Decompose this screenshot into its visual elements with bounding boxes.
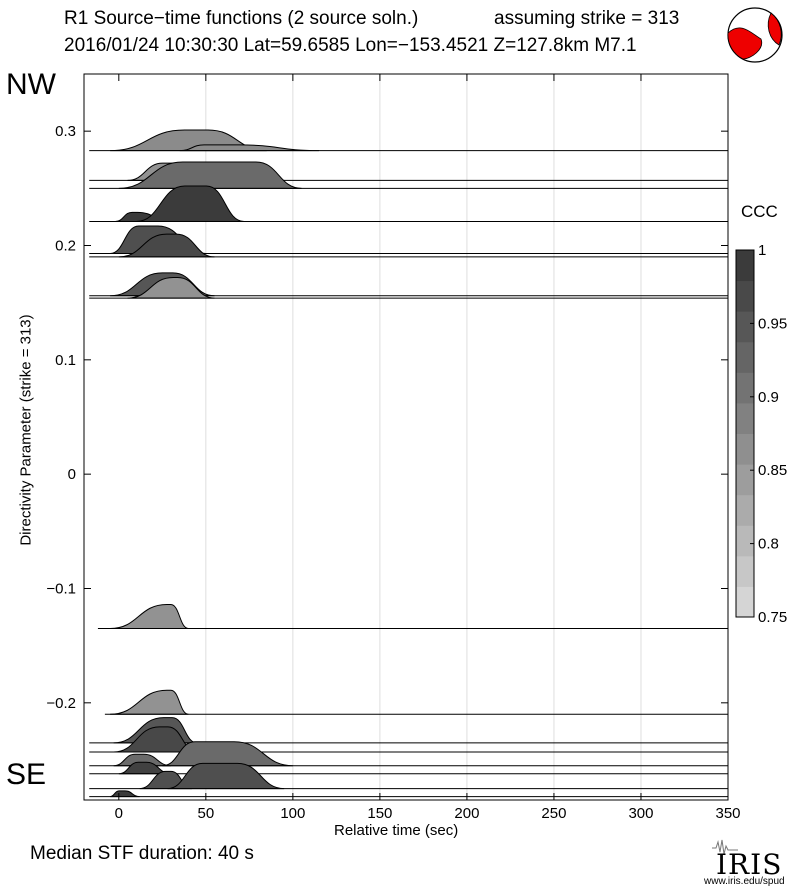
x-tick-label: 300 (628, 805, 653, 822)
strike-label: assuming strike = 313 (494, 8, 680, 29)
x-tick-label: 150 (367, 805, 392, 822)
stf-pulse (136, 185, 245, 222)
colorbar-title: CCC (741, 202, 778, 221)
beachball-compression-quadrant (767, 12, 782, 46)
x-tick-label: 250 (541, 805, 566, 822)
colorbar-swatch (736, 525, 754, 557)
y-axis-label: Directivity Parameter (strike = 313) (17, 314, 35, 546)
x-tick-label: 50 (197, 805, 214, 822)
chart-title: R1 Source−time functions (2 source soln.… (64, 8, 419, 29)
event-info: 2016/01/24 10:30:30 Lat=59.6585 Lon=−153… (64, 35, 637, 56)
colorbar-tick-label: 0.85 (758, 462, 787, 479)
x-tick-label: 0 (115, 805, 123, 822)
stf-pulse (118, 233, 215, 258)
stf-pulse (110, 790, 140, 798)
y-tick-label: 0 (68, 466, 76, 483)
colorbar-swatch (736, 586, 754, 618)
stf-pulse (110, 689, 189, 715)
x-axis-label: Relative time (sec) (334, 822, 459, 839)
iris-waveform-icon (712, 839, 738, 855)
iris-url[interactable]: www.iris.edu/spud (704, 876, 785, 887)
nw-label: NW (6, 68, 56, 101)
stf-pulse (127, 277, 215, 299)
median-duration: Median STF duration: 40 s (30, 843, 254, 864)
stf-pulse (162, 741, 293, 767)
y-tick-label: 0.2 (55, 237, 76, 254)
colorbar-swatch (736, 311, 754, 343)
iris-logo[interactable]: IRIS (716, 848, 783, 881)
colorbar-swatch (736, 250, 754, 282)
colorbar-swatch (736, 433, 754, 465)
se-label: SE (6, 758, 47, 791)
x-tick-label: 350 (715, 805, 740, 822)
colorbar-tick-label: 0.75 (758, 609, 787, 626)
colorbar-tick-label: 0.9 (758, 389, 779, 406)
colorbar-swatch (736, 464, 754, 496)
y-tick-label: 0.3 (55, 123, 76, 140)
colorbar-swatch (736, 341, 754, 373)
colorbar-swatch (736, 494, 754, 526)
colorbar-swatch (736, 372, 754, 404)
stf-pulse (167, 762, 285, 790)
stf-pulse (118, 161, 302, 189)
stf-pulse (113, 753, 172, 767)
colorbar-swatch (736, 402, 754, 434)
stf-pulse (179, 144, 319, 152)
beachball-compression-quadrant (727, 27, 763, 60)
colorbar-swatch (736, 280, 754, 312)
plot-frame (83, 73, 729, 801)
colorbar-frame (735, 249, 755, 618)
y-tick-label: −0.1 (46, 580, 76, 597)
stf-pulse (110, 603, 189, 630)
colorbar-tick-label: 0.95 (758, 315, 787, 332)
x-tick-label: 200 (454, 805, 479, 822)
y-tick-label: 0.1 (55, 352, 76, 369)
x-tick-label: 100 (280, 805, 305, 822)
y-tick-label: −0.2 (46, 695, 76, 712)
colorbar-tick-label: 0.8 (758, 536, 779, 553)
colorbar-swatch (736, 555, 754, 587)
colorbar-tick-label: 1 (758, 242, 766, 259)
